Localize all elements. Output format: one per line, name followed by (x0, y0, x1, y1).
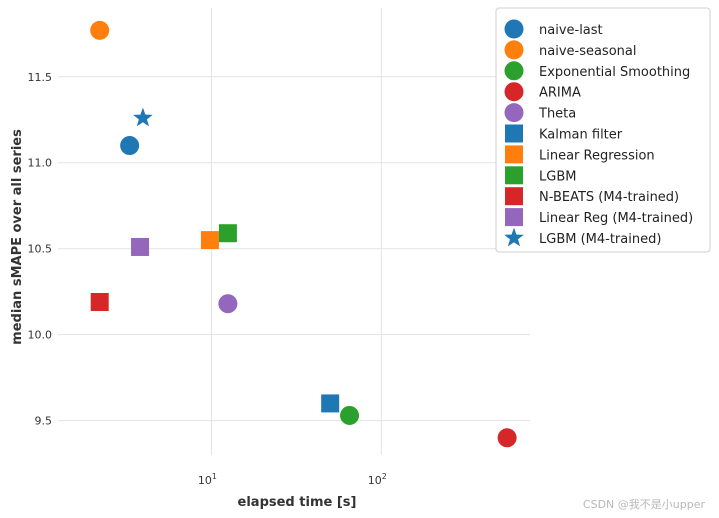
legend-label: Linear Reg (M4-trained) (539, 211, 693, 226)
y-axis-ticks: 9.5 10.0 10.5 11.0 11.5 (28, 71, 53, 428)
legend-marker (504, 61, 524, 81)
data-point (321, 394, 340, 413)
data-point (340, 405, 360, 425)
data-point (120, 136, 140, 156)
data-point (90, 20, 110, 40)
legend-label: Linear Regression (539, 148, 655, 163)
legend-label: Theta (538, 107, 576, 122)
legend: naive-last naive-seasonal Exponential Smoo… (495, 7, 711, 253)
legend-label: Exponential Smoothing (539, 65, 690, 80)
legend-marker (505, 166, 523, 185)
legend-marker (505, 124, 523, 143)
data-point (90, 292, 109, 311)
x-tick-label: 102 (368, 472, 387, 487)
legend-marker (504, 82, 524, 102)
legend-marker (504, 19, 524, 39)
y-tick-label: 11.0 (28, 157, 53, 170)
legend-label: LGBM (539, 169, 576, 184)
legend-label: LGBM (M4-trained) (539, 232, 661, 247)
legend-marker (505, 187, 523, 206)
legend-label: N-BEATS (M4-trained) (539, 190, 679, 205)
data-point (218, 294, 238, 314)
y-tick-label: 10.0 (28, 329, 53, 342)
legend-label: ARIMA (539, 86, 581, 101)
legend-marker (504, 40, 524, 60)
legend-frame (495, 7, 711, 253)
data-point (218, 224, 237, 243)
x-axis-label: elapsed time [s] (238, 495, 357, 510)
x-tick-label: 101 (198, 472, 217, 487)
y-tick-label: 11.5 (28, 71, 53, 84)
legend-label: naive-last (539, 23, 603, 38)
x-axis-ticks: 101 102 (198, 472, 387, 487)
data-point (497, 428, 517, 448)
legend-label: naive-seasonal (539, 44, 636, 59)
legend-marker (505, 208, 523, 227)
data-point (200, 231, 219, 250)
y-tick-label: 9.5 (35, 415, 53, 428)
grid (58, 8, 530, 455)
data-points (90, 20, 517, 448)
data-point (133, 107, 153, 127)
legend-marker (505, 145, 523, 164)
legend-marker (504, 227, 524, 247)
y-tick-label: 10.5 (28, 243, 53, 256)
legend-label: Kalman filter (539, 128, 623, 143)
legend-items: naive-last naive-seasonal Exponential Smoo… (504, 19, 693, 247)
y-axis-label: median sMAPE over all series (10, 129, 25, 345)
data-point (131, 237, 150, 256)
legend-marker (504, 103, 524, 123)
watermark: CSDN @我不是小upper (582, 498, 705, 511)
